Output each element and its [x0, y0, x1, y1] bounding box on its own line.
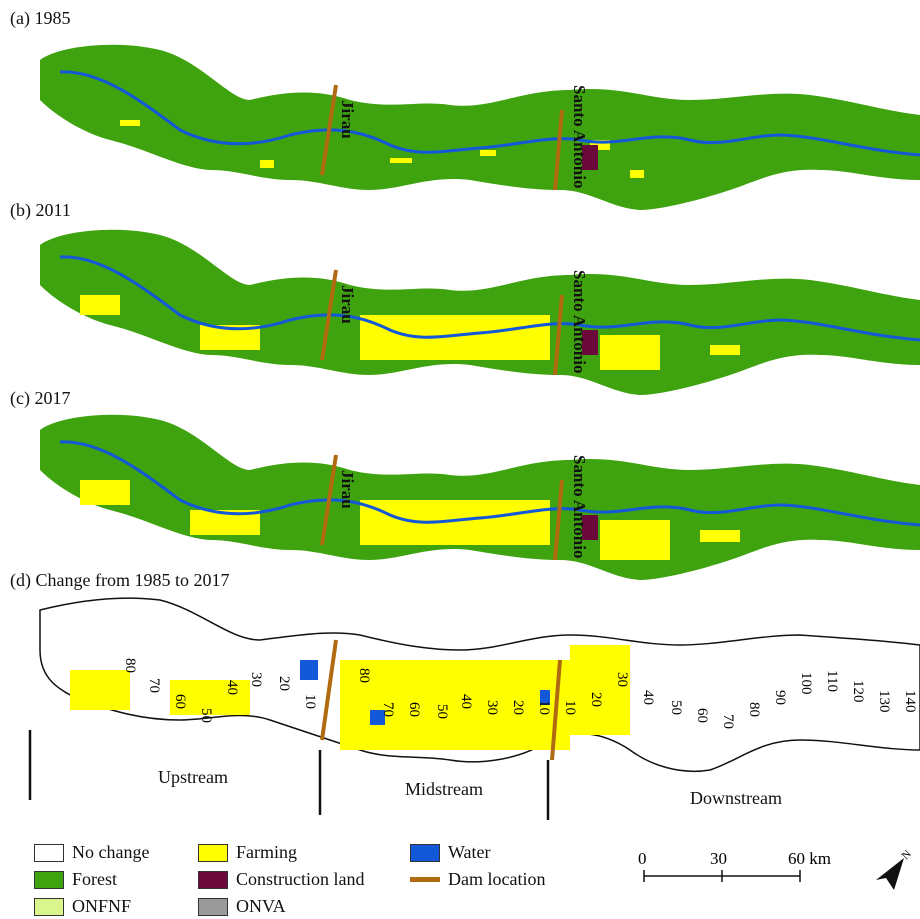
change-farming: [70, 645, 630, 750]
distance-label: 100: [798, 672, 814, 695]
distance-label: 50: [668, 700, 684, 715]
distance-label: 140: [902, 690, 918, 713]
farming-patches: [120, 120, 644, 178]
dam-santo-antonio: [553, 479, 564, 561]
distance-label: 80: [356, 668, 372, 683]
dam-jirau: [320, 639, 338, 741]
legend-water: Water: [410, 842, 491, 863]
scale-bar: 0 30 60 km: [638, 849, 831, 882]
dam-label-jirau: Jirau: [338, 285, 357, 324]
farming-patches: [80, 295, 740, 370]
panel-d-label: (d) Change from 1985 to 2017: [10, 570, 230, 590]
panel-b-label: (b) 2011: [10, 200, 71, 220]
distance-label: 30: [484, 700, 500, 715]
change-water: [300, 660, 550, 725]
legend-forest: Forest: [34, 869, 117, 890]
distance-label: 50: [198, 708, 214, 723]
distance-label: 10: [562, 700, 578, 715]
distance-label: 70: [380, 702, 396, 717]
distance-label: 90: [772, 690, 788, 705]
swatch-water: [410, 843, 440, 862]
swatch-onfnf: [34, 897, 64, 916]
distance-label: 130: [876, 690, 892, 713]
dam-label-santo-antonio: Santo Antonio: [570, 85, 589, 188]
distance-label: 70: [720, 714, 736, 729]
distance-label: 30: [614, 672, 630, 687]
corridor-forest: [40, 229, 920, 395]
map-1985: Jirau Santo Antonio: [40, 44, 920, 210]
distance-label: 60: [406, 702, 422, 717]
dam-jirau: [320, 269, 338, 361]
distance-label: 10: [302, 694, 318, 709]
segment-label-midstream: Midstream: [405, 779, 483, 799]
swatch-farming: [198, 843, 228, 862]
swatch-construction: [198, 870, 228, 889]
distance-label: 110: [824, 670, 840, 692]
distance-label: 80: [746, 702, 762, 717]
distance-label: 60: [172, 694, 188, 709]
construction-patch: [582, 515, 598, 540]
farming-patches: [80, 480, 740, 560]
distance-label: 30: [248, 672, 264, 687]
dam-santo-antonio: [550, 659, 562, 761]
corridor-forest: [40, 44, 920, 210]
distance-label: 60: [694, 708, 710, 723]
distance-label: 40: [458, 694, 474, 709]
legend-dam: Dam location: [410, 869, 545, 890]
swatch-dam: [410, 877, 440, 882]
north-arrow-icon: N: [876, 848, 914, 890]
segment-label-downstream: Downstream: [690, 788, 782, 808]
scale-tick-label: 60 km: [788, 849, 831, 868]
distance-label: 20: [510, 700, 526, 715]
panel-c-label: (c) 2017: [10, 388, 71, 408]
legend-no-change: No change: [34, 842, 149, 863]
swatch-no-change: [34, 843, 64, 862]
river: [59, 255, 920, 342]
map-2011: Jirau Santo Antonio: [40, 229, 920, 395]
panel-a-label: (a) 1985: [10, 8, 71, 28]
scale-tick-label: 0: [638, 849, 647, 868]
construction-patch: [582, 145, 598, 170]
distance-label: 20: [276, 676, 292, 691]
distance-label: 40: [224, 680, 240, 695]
map-change: 80 70 60 50 40 30 20 10 80 70 60 50 40 3…: [28, 597, 920, 820]
distance-label: 70: [146, 678, 162, 693]
legend-onfnf: ONFNF: [34, 896, 131, 917]
river: [59, 70, 920, 157]
scale-tick-label: 30: [710, 849, 727, 868]
dam-label-jirau: Jirau: [338, 470, 357, 509]
distance-label: 10: [536, 700, 552, 715]
distance-label: 50: [434, 704, 450, 719]
dam-label-santo-antonio: Santo Antonio: [570, 455, 589, 558]
dam-jirau: [320, 84, 338, 176]
swatch-forest: [34, 870, 64, 889]
dam-label-santo-antonio: Santo Antonio: [570, 270, 589, 373]
construction-patch: [582, 330, 598, 355]
corridor-forest: [40, 414, 920, 580]
segment-label-upstream: Upstream: [158, 767, 228, 787]
river: [59, 440, 920, 527]
distance-label: 80: [122, 658, 138, 673]
swatch-onva: [198, 897, 228, 916]
dam-label-jirau: Jirau: [338, 100, 357, 139]
dam-santo-antonio: [553, 294, 564, 376]
distance-label: 120: [850, 680, 866, 703]
distance-label: 20: [588, 692, 604, 707]
legend-farming: Farming: [198, 842, 297, 863]
legend-onva: ONVA: [198, 896, 286, 917]
distance-label: 40: [640, 690, 656, 705]
legend-construction: Construction land: [198, 869, 365, 890]
map-2017: Jirau Santo Antonio: [40, 414, 920, 580]
dam-santo-antonio: [553, 109, 564, 191]
dam-jirau: [320, 454, 338, 546]
